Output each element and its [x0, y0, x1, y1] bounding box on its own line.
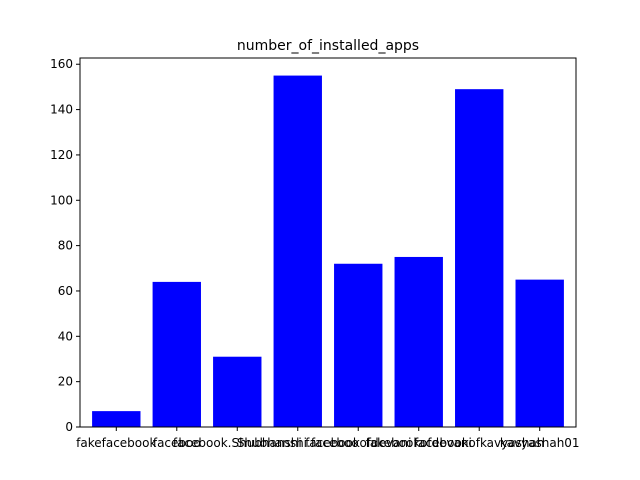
- bar-1: [152, 281, 201, 427]
- y-tick-label: 100: [50, 193, 73, 207]
- bar-2: [213, 356, 262, 427]
- x-tick-label: fakebookofdevani: [366, 436, 472, 450]
- y-tick-label: 120: [50, 148, 73, 162]
- x-axis-ticks: fakefacebookfaceboofacebook.ShubhanshiSh…: [76, 427, 580, 450]
- x-tick-label: facebookofdevani: [305, 436, 411, 450]
- y-tick-label: 0: [65, 420, 73, 434]
- x-tick-label: facebookofkavyashah: [414, 436, 544, 450]
- bar-3: [273, 75, 322, 428]
- y-tick-label: 40: [58, 329, 73, 343]
- bars-layer: [92, 75, 564, 428]
- y-tick-label: 60: [58, 284, 73, 298]
- bar-4: [334, 263, 383, 427]
- x-tick-label: fakefacebook: [76, 436, 156, 450]
- chart-title: number_of_installed_apps: [237, 38, 419, 54]
- x-tick-label: kavyashah01: [500, 436, 580, 450]
- bar-5: [394, 256, 443, 427]
- y-tick-label: 140: [50, 103, 73, 117]
- y-tick-label: 80: [58, 239, 73, 253]
- x-tick-label: facebook.Shubhanshi: [173, 436, 302, 450]
- bar-6: [455, 89, 504, 428]
- bar-7: [515, 279, 564, 427]
- x-tick-label: faceboo: [153, 436, 201, 450]
- bar-0: [92, 411, 141, 427]
- y-tick-label: 160: [50, 57, 73, 71]
- y-axis-ticks: 0 20 40 60 80 100 120 140 160: [50, 57, 80, 434]
- plot-frame: [79, 57, 577, 428]
- x-tick-label: Shubhanshi.faceboo: [237, 436, 359, 450]
- y-tick-label: 20: [58, 375, 73, 389]
